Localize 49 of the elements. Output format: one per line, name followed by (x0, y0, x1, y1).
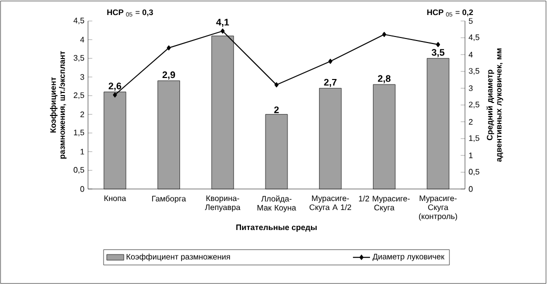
legend-label: Диаметр луковичек (372, 254, 444, 261)
y2-tick-label: 3 (468, 85, 473, 92)
x-tick-label: Гамборга (152, 196, 186, 204)
y2-tick-label: 4,5 (468, 34, 480, 42)
data-label: 4,1 (216, 18, 229, 27)
data-label: 2,6 (108, 82, 122, 91)
legend-label: Коэффициент размножения (126, 254, 230, 262)
y2-tick-label: 1,5 (469, 135, 480, 142)
x-tick-label: 1/2 Мурасиге-Скуга (358, 196, 410, 212)
text: НСР $_{05}$ = 0,3 (107, 9, 153, 17)
y2-tick-label: 5 (468, 18, 473, 24)
y-tick-label: 3 (80, 74, 84, 80)
point (220, 28, 225, 34)
x-tick-label: Мурасиге-Скуга (контроль) (419, 196, 458, 221)
y-tick-label: 4 (80, 36, 84, 42)
x-tick-label: Мурасиге-Скуга А 1/2 (310, 196, 352, 212)
text: НСР $_{05}$ = 0,2 (427, 9, 473, 17)
y2-tick-label: 0 (468, 186, 473, 192)
y-tick-label: 2 (80, 112, 84, 118)
y2-tick-label: 1 (469, 152, 473, 158)
data-label: 2 (274, 106, 279, 114)
point (382, 32, 386, 37)
y2-tick-label: 3,5 (468, 68, 480, 75)
data-label: 2,8 (378, 75, 391, 84)
x-axis-title: Питательные среды (236, 224, 317, 232)
data-label: 2,9 (162, 71, 176, 80)
y-tick-label: 2,5 (74, 92, 84, 99)
y-tick-label: 4,5 (74, 18, 84, 24)
point (436, 42, 440, 48)
y-axis-title: Коэффициент размножения, шт./эксплант (50, 51, 66, 159)
y-tick-label: 0 (80, 186, 84, 192)
y2-tick-label: 0,5 (468, 168, 480, 176)
x-tick-label: Ллойда-Мак Коуна (258, 196, 296, 212)
data-label: 3,5 (432, 49, 444, 58)
y2-axis-title: Средний диаметр адвентивных луковичек, мм (486, 48, 504, 162)
data-label: 2,7 (324, 78, 337, 87)
y2-tick-label: 2,5 (468, 102, 480, 108)
x-tick-label: Кворина-Лепуавра (204, 196, 240, 212)
y2-tick-label: 2 (468, 119, 473, 125)
point (166, 45, 171, 50)
point (328, 58, 332, 64)
y-tick-label: 3,5 (74, 55, 84, 62)
x-tick-label: Кнопа (104, 196, 126, 202)
point (274, 82, 278, 88)
y-tick-label: 0,5 (74, 167, 84, 174)
y-tick-label: 1 (80, 148, 84, 154)
y-tick-label: 1,5 (74, 130, 84, 136)
point (112, 92, 117, 98)
y2-tick-label: 4 (468, 52, 473, 58)
